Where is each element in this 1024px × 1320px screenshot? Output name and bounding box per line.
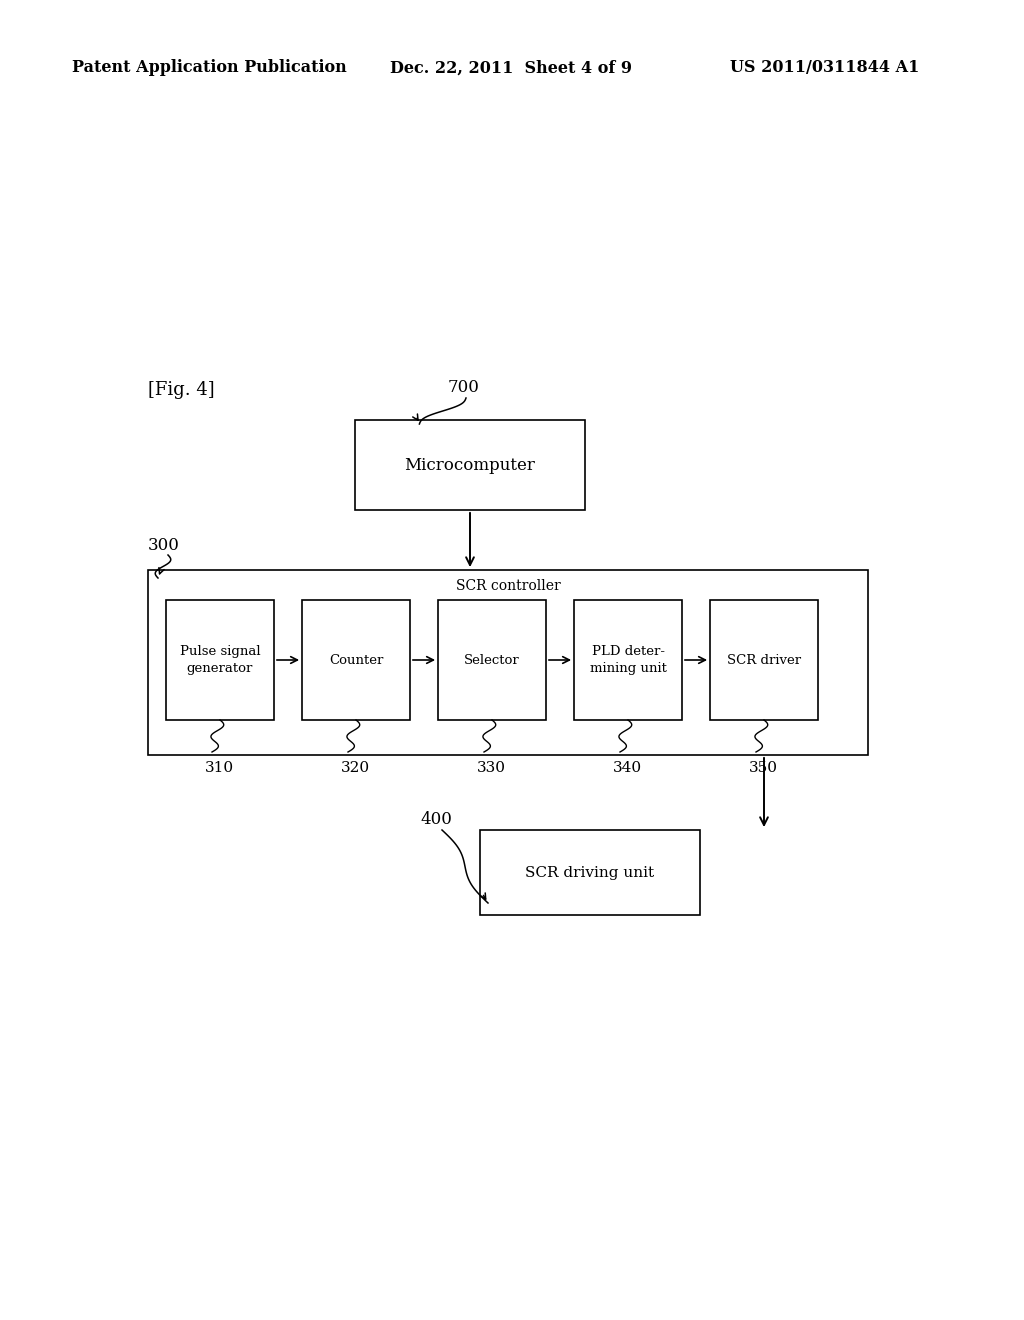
Text: SCR driving unit: SCR driving unit: [525, 866, 654, 879]
Bar: [574, 601, 682, 719]
Text: Pulse signal
generator: Pulse signal generator: [179, 645, 260, 675]
Text: SCR controller: SCR controller: [456, 579, 560, 593]
Text: Selector: Selector: [464, 653, 520, 667]
Text: 330: 330: [477, 762, 506, 775]
Text: [Fig. 4]: [Fig. 4]: [148, 381, 215, 399]
Text: 320: 320: [341, 762, 370, 775]
Text: Patent Application Publication: Patent Application Publication: [72, 59, 347, 77]
Text: 310: 310: [205, 762, 234, 775]
Text: 300: 300: [148, 536, 180, 553]
Text: 340: 340: [613, 762, 642, 775]
Text: Dec. 22, 2011  Sheet 4 of 9: Dec. 22, 2011 Sheet 4 of 9: [390, 59, 632, 77]
Text: 400: 400: [420, 812, 452, 829]
Text: SCR driver: SCR driver: [727, 653, 801, 667]
Bar: [166, 601, 274, 719]
Text: 350: 350: [749, 762, 778, 775]
Bar: [302, 601, 410, 719]
Bar: [480, 830, 700, 915]
Text: Microcomputer: Microcomputer: [404, 457, 536, 474]
Bar: [355, 420, 585, 510]
Bar: [710, 601, 818, 719]
Text: PLD deter-
mining unit: PLD deter- mining unit: [590, 645, 667, 675]
Bar: [438, 601, 546, 719]
Text: 700: 700: [449, 380, 480, 396]
Bar: [148, 570, 868, 755]
Text: US 2011/0311844 A1: US 2011/0311844 A1: [730, 59, 920, 77]
Text: Counter: Counter: [329, 653, 383, 667]
